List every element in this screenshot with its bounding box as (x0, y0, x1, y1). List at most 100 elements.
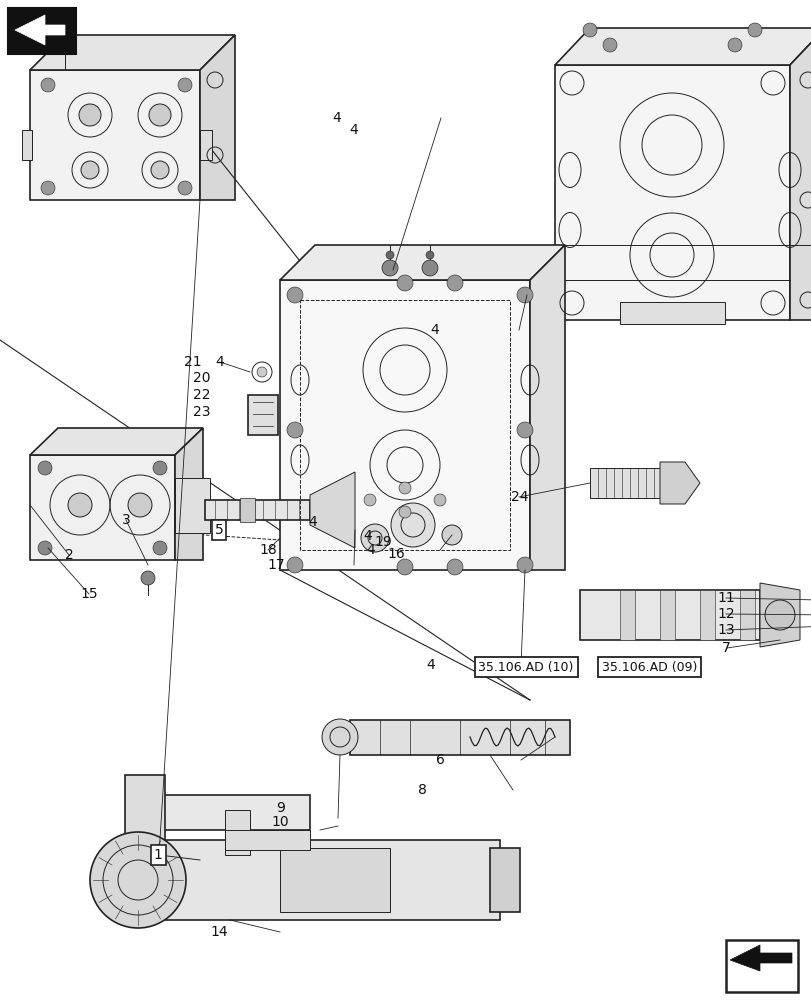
Polygon shape (729, 945, 791, 971)
Bar (725, 940, 797, 992)
Circle shape (128, 493, 152, 517)
Circle shape (81, 161, 99, 179)
Circle shape (152, 541, 167, 555)
Bar (620, 302, 724, 324)
Polygon shape (789, 28, 811, 320)
Circle shape (286, 422, 303, 438)
Text: 13: 13 (717, 623, 735, 637)
Circle shape (152, 461, 167, 475)
Polygon shape (204, 500, 310, 520)
Circle shape (398, 482, 410, 494)
Text: 9: 9 (276, 801, 284, 815)
Text: 24: 24 (510, 490, 528, 504)
Circle shape (391, 503, 435, 547)
Circle shape (38, 541, 52, 555)
Text: 19: 19 (374, 535, 392, 549)
Circle shape (517, 422, 532, 438)
Circle shape (422, 260, 437, 276)
Text: 20: 20 (192, 371, 210, 385)
Circle shape (747, 23, 761, 37)
Polygon shape (30, 455, 175, 560)
Circle shape (68, 493, 92, 517)
Polygon shape (125, 775, 165, 850)
Polygon shape (175, 428, 203, 560)
Circle shape (433, 494, 445, 506)
Text: 23: 23 (192, 405, 210, 419)
Circle shape (38, 461, 52, 475)
Circle shape (363, 494, 375, 506)
Polygon shape (659, 462, 699, 504)
Bar (8, 8, 76, 54)
Polygon shape (659, 590, 674, 640)
Polygon shape (155, 840, 500, 920)
Circle shape (397, 559, 413, 575)
Polygon shape (620, 590, 634, 640)
Text: 4: 4 (349, 123, 357, 137)
Circle shape (148, 104, 171, 126)
Circle shape (322, 719, 358, 755)
Circle shape (141, 571, 155, 585)
Polygon shape (200, 130, 212, 160)
Text: 4: 4 (215, 355, 223, 369)
Text: 12: 12 (717, 607, 735, 621)
Circle shape (446, 559, 462, 575)
Polygon shape (130, 795, 310, 830)
Text: 14: 14 (210, 925, 228, 939)
Text: 1: 1 (154, 848, 162, 862)
Polygon shape (699, 590, 714, 640)
Text: 4: 4 (308, 515, 316, 529)
Polygon shape (759, 583, 799, 647)
Circle shape (41, 181, 55, 195)
Polygon shape (200, 35, 234, 200)
Text: 18: 18 (259, 543, 277, 557)
Polygon shape (30, 70, 200, 200)
Text: 4: 4 (426, 658, 434, 672)
Polygon shape (175, 478, 210, 533)
Circle shape (361, 524, 388, 552)
Circle shape (286, 557, 303, 573)
Text: 10: 10 (271, 815, 289, 829)
Bar (247, 395, 277, 435)
Circle shape (79, 104, 101, 126)
Circle shape (517, 557, 532, 573)
Text: 15: 15 (80, 587, 98, 601)
Bar (299, 300, 509, 550)
Polygon shape (590, 468, 659, 498)
Circle shape (727, 38, 741, 52)
Circle shape (582, 23, 596, 37)
Circle shape (151, 161, 169, 179)
Circle shape (178, 78, 191, 92)
Text: 4: 4 (366, 543, 374, 557)
Text: 17: 17 (267, 558, 285, 572)
Circle shape (385, 251, 393, 259)
Circle shape (603, 38, 616, 52)
Polygon shape (554, 28, 811, 65)
Circle shape (398, 506, 410, 518)
Polygon shape (554, 65, 789, 320)
Circle shape (426, 251, 433, 259)
Text: 8: 8 (418, 783, 426, 797)
Circle shape (178, 181, 191, 195)
Circle shape (90, 832, 186, 928)
Polygon shape (30, 35, 234, 70)
Text: 11: 11 (717, 591, 735, 605)
Polygon shape (739, 590, 754, 640)
Polygon shape (579, 590, 759, 640)
Circle shape (257, 367, 267, 377)
Text: 4: 4 (333, 111, 341, 125)
Polygon shape (280, 245, 564, 280)
Polygon shape (530, 245, 564, 570)
Bar (240, 498, 255, 522)
Text: 6: 6 (436, 753, 444, 767)
Circle shape (381, 260, 397, 276)
Circle shape (397, 275, 413, 291)
Text: 35.106.AD (10): 35.106.AD (10) (478, 660, 573, 674)
Text: 35.106.AD (09): 35.106.AD (09) (601, 660, 697, 674)
Polygon shape (30, 428, 203, 455)
Text: 16: 16 (387, 547, 405, 561)
Circle shape (446, 275, 462, 291)
Text: 21: 21 (184, 355, 202, 369)
Text: 4: 4 (363, 529, 371, 543)
Text: 22: 22 (192, 388, 210, 402)
Circle shape (41, 78, 55, 92)
